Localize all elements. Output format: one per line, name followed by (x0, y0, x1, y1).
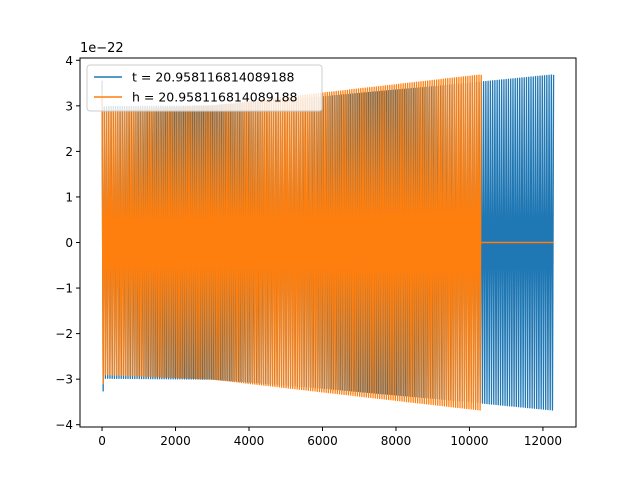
x-tick-label: 0 (98, 434, 106, 448)
y-axis: −4 −3 −2 −1 0 1 2 3 4 (55, 54, 80, 432)
y-tick-label: −2 (55, 327, 73, 341)
x-tick-label: 8000 (381, 434, 412, 448)
y-tick-label: 1 (65, 190, 73, 204)
offset-label: 1e−22 (80, 41, 124, 56)
y-tick-label: 2 (65, 145, 73, 159)
x-tick-label: 2000 (160, 434, 191, 448)
legend-box (86, 64, 323, 112)
legend-label: h = 20.958116814089188 (132, 90, 298, 105)
legend-label: t = 20.958116814089188 (132, 70, 295, 85)
y-tick-label: −1 (55, 282, 73, 296)
y-tick-label: 3 (65, 99, 73, 113)
x-tick-label: 10000 (450, 434, 488, 448)
y-tick-label: −3 (55, 373, 73, 387)
x-tick-label: 6000 (307, 434, 338, 448)
legend: t = 20.958116814089188 h = 20.95811681408… (86, 64, 323, 112)
x-tick-label: 4000 (234, 434, 265, 448)
y-tick-label: 4 (65, 54, 73, 68)
x-tick-label: 12000 (524, 434, 562, 448)
y-tick-label: 0 (65, 236, 73, 250)
y-tick-label: −4 (55, 418, 73, 432)
x-axis: 0 2000 4000 6000 8000 10000 12000 (98, 427, 562, 448)
